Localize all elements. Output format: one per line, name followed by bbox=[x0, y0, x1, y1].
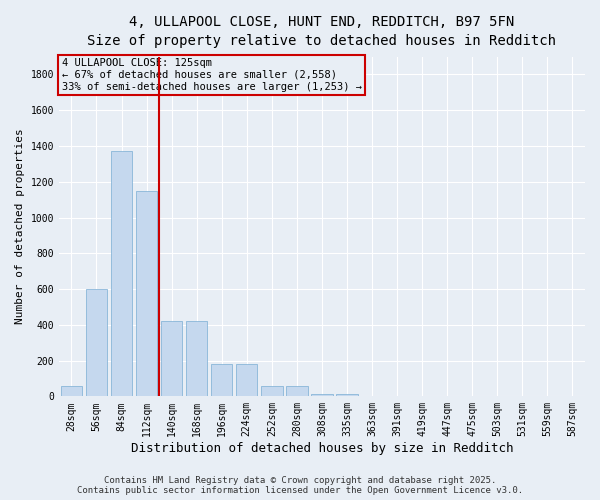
Title: 4, ULLAPOOL CLOSE, HUNT END, REDDITCH, B97 5FN
Size of property relative to deta: 4, ULLAPOOL CLOSE, HUNT END, REDDITCH, B… bbox=[88, 15, 556, 48]
Bar bbox=[111, 152, 132, 396]
Bar bbox=[211, 364, 232, 396]
Bar bbox=[161, 321, 182, 396]
Bar bbox=[61, 386, 82, 396]
Bar bbox=[86, 289, 107, 397]
Text: 4 ULLAPOOL CLOSE: 125sqm
← 67% of detached houses are smaller (2,558)
33% of sem: 4 ULLAPOOL CLOSE: 125sqm ← 67% of detach… bbox=[62, 58, 362, 92]
Bar bbox=[186, 321, 208, 396]
X-axis label: Distribution of detached houses by size in Redditch: Distribution of detached houses by size … bbox=[131, 442, 513, 455]
Y-axis label: Number of detached properties: Number of detached properties bbox=[15, 128, 25, 324]
Text: Contains HM Land Registry data © Crown copyright and database right 2025.
Contai: Contains HM Land Registry data © Crown c… bbox=[77, 476, 523, 495]
Bar bbox=[286, 386, 308, 396]
Bar bbox=[136, 190, 157, 396]
Bar bbox=[337, 394, 358, 396]
Bar bbox=[261, 386, 283, 396]
Bar bbox=[311, 394, 332, 396]
Bar bbox=[236, 364, 257, 396]
